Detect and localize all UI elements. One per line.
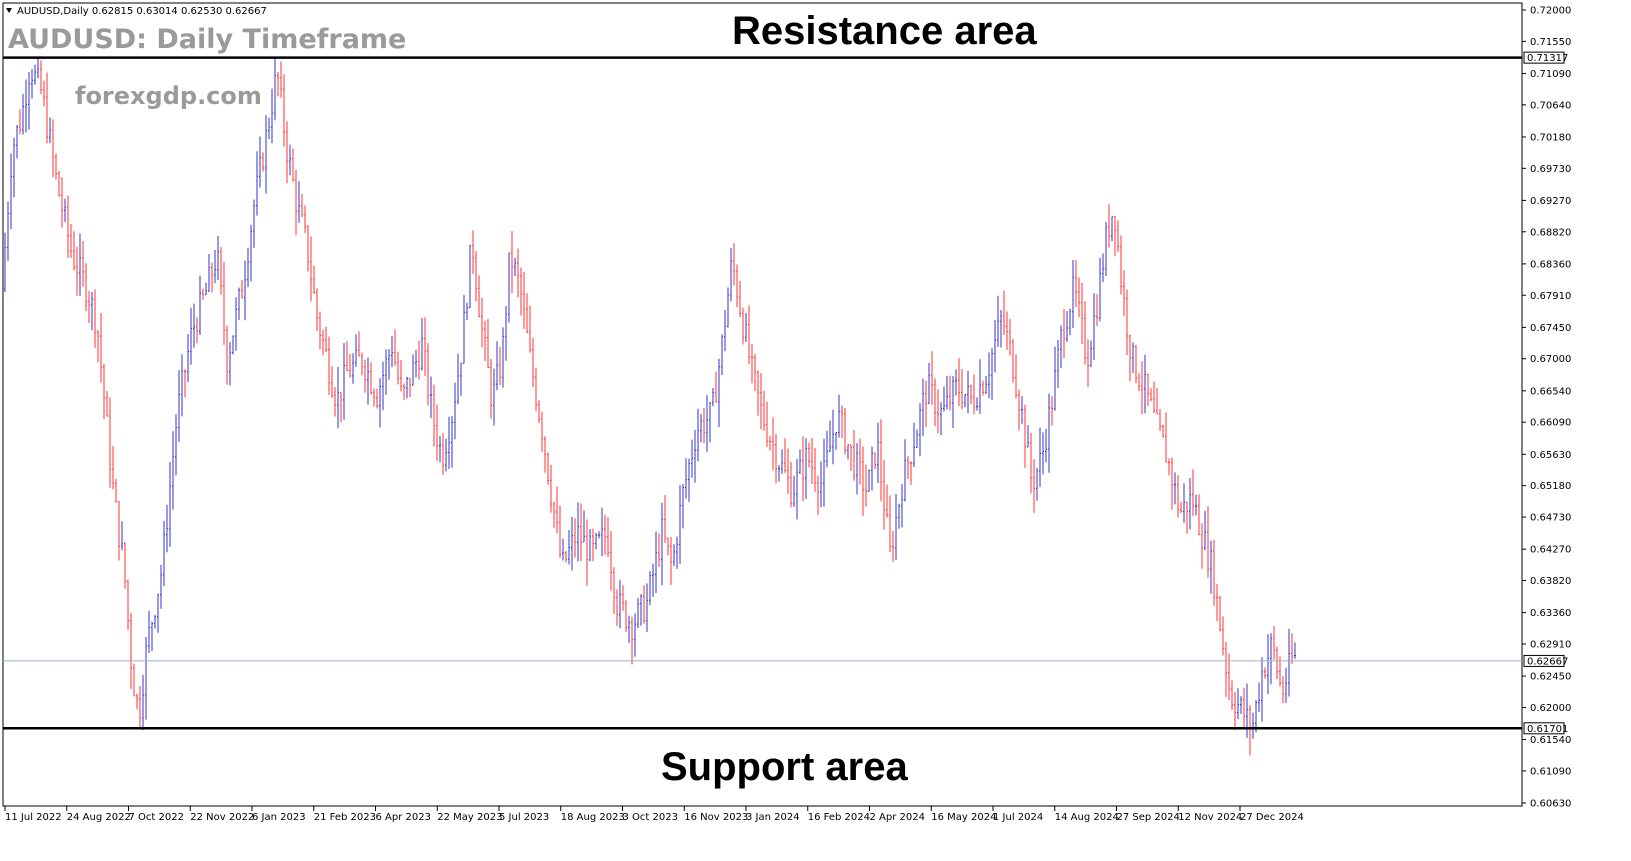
y-tick-label: 0.69730 [1530, 164, 1571, 175]
y-tick-label: 0.64270 [1530, 545, 1571, 556]
symbol-info: AUDUSD,Daily 0.62815 0.63014 0.62530 0.6… [17, 6, 267, 17]
x-tick-label: 5 Jul 2023 [499, 812, 549, 823]
y-tick-label: 0.64730 [1530, 513, 1571, 524]
dropdown-triangle-icon[interactable] [6, 8, 12, 13]
bar-series [4, 56, 1296, 756]
y-tick-label: 0.67000 [1530, 354, 1571, 365]
current-price-box: 0.62667 [1523, 654, 1568, 667]
x-tick-label: 16 May 2024 [931, 812, 996, 823]
x-tick-label: 7 Oct 2022 [129, 812, 184, 823]
y-tick-label: 0.60630 [1530, 799, 1571, 810]
x-tick-label: 16 Feb 2024 [808, 812, 870, 823]
y-tick-label: 0.62000 [1530, 703, 1571, 714]
x-tick-label: 6 Jan 2023 [252, 812, 306, 823]
svg-text:0.71317: 0.71317 [1527, 53, 1568, 64]
x-tick-label: 3 Oct 2023 [623, 812, 678, 823]
y-tick-label: 0.63820 [1530, 576, 1571, 587]
y-tick-label: 0.62910 [1530, 639, 1571, 650]
svg-text:0.62667: 0.62667 [1527, 656, 1568, 667]
y-tick-label: 0.61540 [1530, 735, 1571, 746]
y-tick-label: 0.72000 [1530, 6, 1571, 17]
y-tick-label: 0.69270 [1530, 196, 1571, 207]
y-tick-label: 0.65180 [1530, 481, 1571, 492]
site-watermark: forexgdp.com [75, 82, 262, 110]
resistance-price-box: 0.71317 [1523, 51, 1568, 64]
y-tick-label: 0.71550 [1530, 37, 1571, 48]
x-tick-label: 12 Nov 2024 [1178, 812, 1242, 823]
y-tick-label: 0.70180 [1530, 132, 1571, 143]
x-tick-label: 3 Jan 2024 [746, 812, 800, 823]
x-tick-label: 22 May 2023 [437, 812, 502, 823]
support-price-box: 0.61701 [1523, 722, 1568, 735]
y-tick-label: 0.66090 [1530, 418, 1571, 429]
y-tick-label: 0.68360 [1530, 259, 1571, 270]
y-tick-label: 0.66540 [1530, 386, 1571, 397]
x-tick-label: 24 Aug 2022 [67, 812, 131, 823]
y-tick-label: 0.67450 [1530, 323, 1571, 334]
resistance-label: Resistance area [732, 9, 1037, 53]
x-tick-label: 6 Apr 2023 [376, 812, 431, 823]
y-tick-label: 0.68820 [1530, 227, 1571, 238]
chart-title: AUDUSD: Daily Timeframe [8, 24, 406, 55]
y-tick-label: 0.67910 [1530, 291, 1571, 302]
y-tick-label: 0.65630 [1530, 450, 1571, 461]
support-label: Support area [661, 745, 908, 789]
y-tick-label: 0.61090 [1530, 766, 1571, 777]
x-tick-label: 21 Feb 2023 [314, 812, 376, 823]
y-tick-label: 0.62450 [1530, 672, 1571, 683]
levels [3, 56, 1522, 730]
x-tick-label: 22 Nov 2022 [190, 812, 254, 823]
x-tick-label: 1 Jul 2024 [993, 812, 1043, 823]
x-tick-label: 14 Aug 2024 [1055, 812, 1119, 823]
y-tick-label: 0.63360 [1530, 608, 1571, 619]
y-tick-label: 0.71090 [1530, 69, 1571, 80]
x-tick-label: 11 Jul 2022 [5, 812, 62, 823]
x-tick-label: 2 Apr 2024 [870, 812, 925, 823]
svg-text:0.61701: 0.61701 [1527, 724, 1568, 735]
plot-area [2, 2, 1523, 807]
x-tick-label: 27 Dec 2024 [1240, 812, 1304, 823]
y-tick-label: 0.70640 [1530, 100, 1571, 111]
x-tick-label: 18 Aug 2023 [561, 812, 625, 823]
x-tick-label: 27 Sep 2024 [1117, 812, 1180, 823]
x-tick-label: 16 Nov 2023 [684, 812, 748, 823]
price-axis: 0.72000 0.71550 0.71090 0.70640 0.70180 0.697… [1522, 6, 1571, 810]
